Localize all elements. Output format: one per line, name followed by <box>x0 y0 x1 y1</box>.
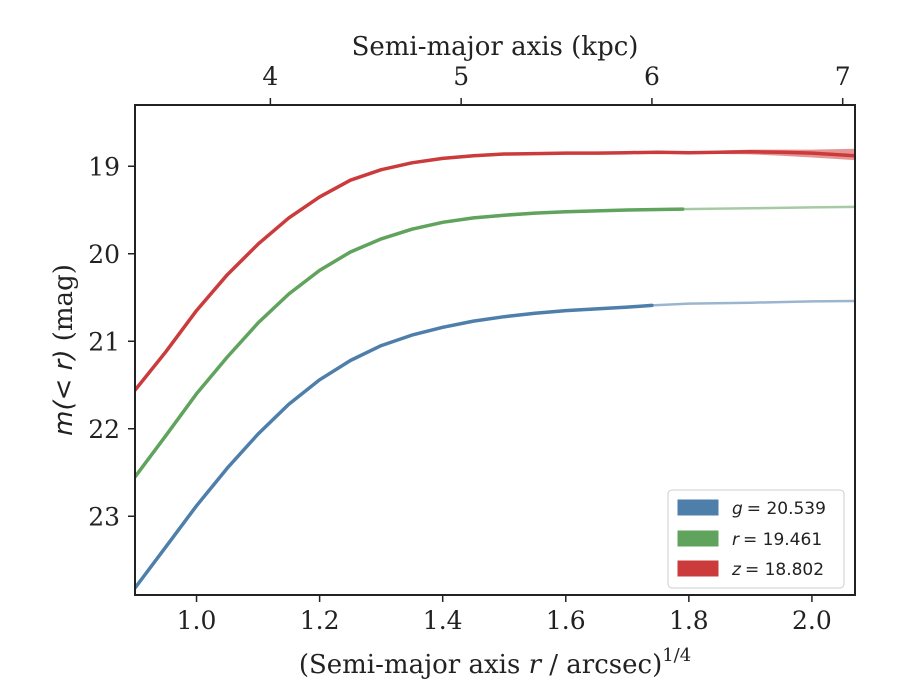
y-axis-title: m(< r) (mag) <box>49 264 79 436</box>
top-tick-label: 7 <box>835 62 851 91</box>
top-tick-label: 4 <box>262 62 278 91</box>
legend-swatch-r <box>677 530 719 547</box>
x-tick-label: 1.2 <box>300 606 340 635</box>
x-tick-label: 1.0 <box>177 606 217 635</box>
legend-label-g: g = 20.539 <box>732 499 826 519</box>
legend-swatch-g <box>677 499 719 516</box>
y-tick-label: 22 <box>88 415 120 444</box>
legend-label-r: r = 19.461 <box>732 530 822 550</box>
x-axis-title: (Semi-major axis r / arcsec)1/4 <box>299 645 691 680</box>
series-z-line <box>135 150 855 392</box>
ticks-layer: 1.0 1.2 1.4 1.6 1.8 2.0 19 20 21 22 23 4 5 6 7 <box>88 62 850 635</box>
series-g-extension <box>651 299 855 307</box>
legend-label-z: z = 18.802 <box>731 560 824 580</box>
top-tick-label: 5 <box>453 62 469 91</box>
x-tick-label: 1.6 <box>546 606 586 635</box>
y-tick-label: 23 <box>88 502 120 531</box>
series-r-extension <box>682 205 855 211</box>
legend: g = 20.539 r = 19.461 z = 18.802 <box>667 489 845 589</box>
series-g-line <box>135 303 654 590</box>
series-r-line <box>135 207 685 479</box>
x-tick-label: 1.8 <box>669 606 709 635</box>
y-tick-label: 20 <box>88 240 120 269</box>
y-tick-label: 19 <box>88 152 120 181</box>
x-tick-label: 2.0 <box>792 606 832 635</box>
series-layer <box>135 148 855 590</box>
top-axis-title: Semi-major axis (kpc) <box>352 32 639 62</box>
x-tick-label: 1.4 <box>423 606 463 635</box>
y-tick-label: 21 <box>88 327 120 356</box>
top-tick-label: 6 <box>644 62 660 91</box>
legend-swatch-z <box>677 560 719 577</box>
plot-frame <box>134 104 856 596</box>
